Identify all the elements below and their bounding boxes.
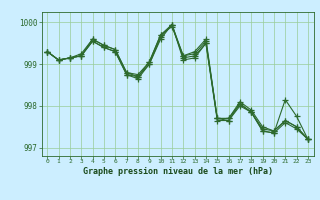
X-axis label: Graphe pression niveau de la mer (hPa): Graphe pression niveau de la mer (hPa) — [83, 167, 273, 176]
